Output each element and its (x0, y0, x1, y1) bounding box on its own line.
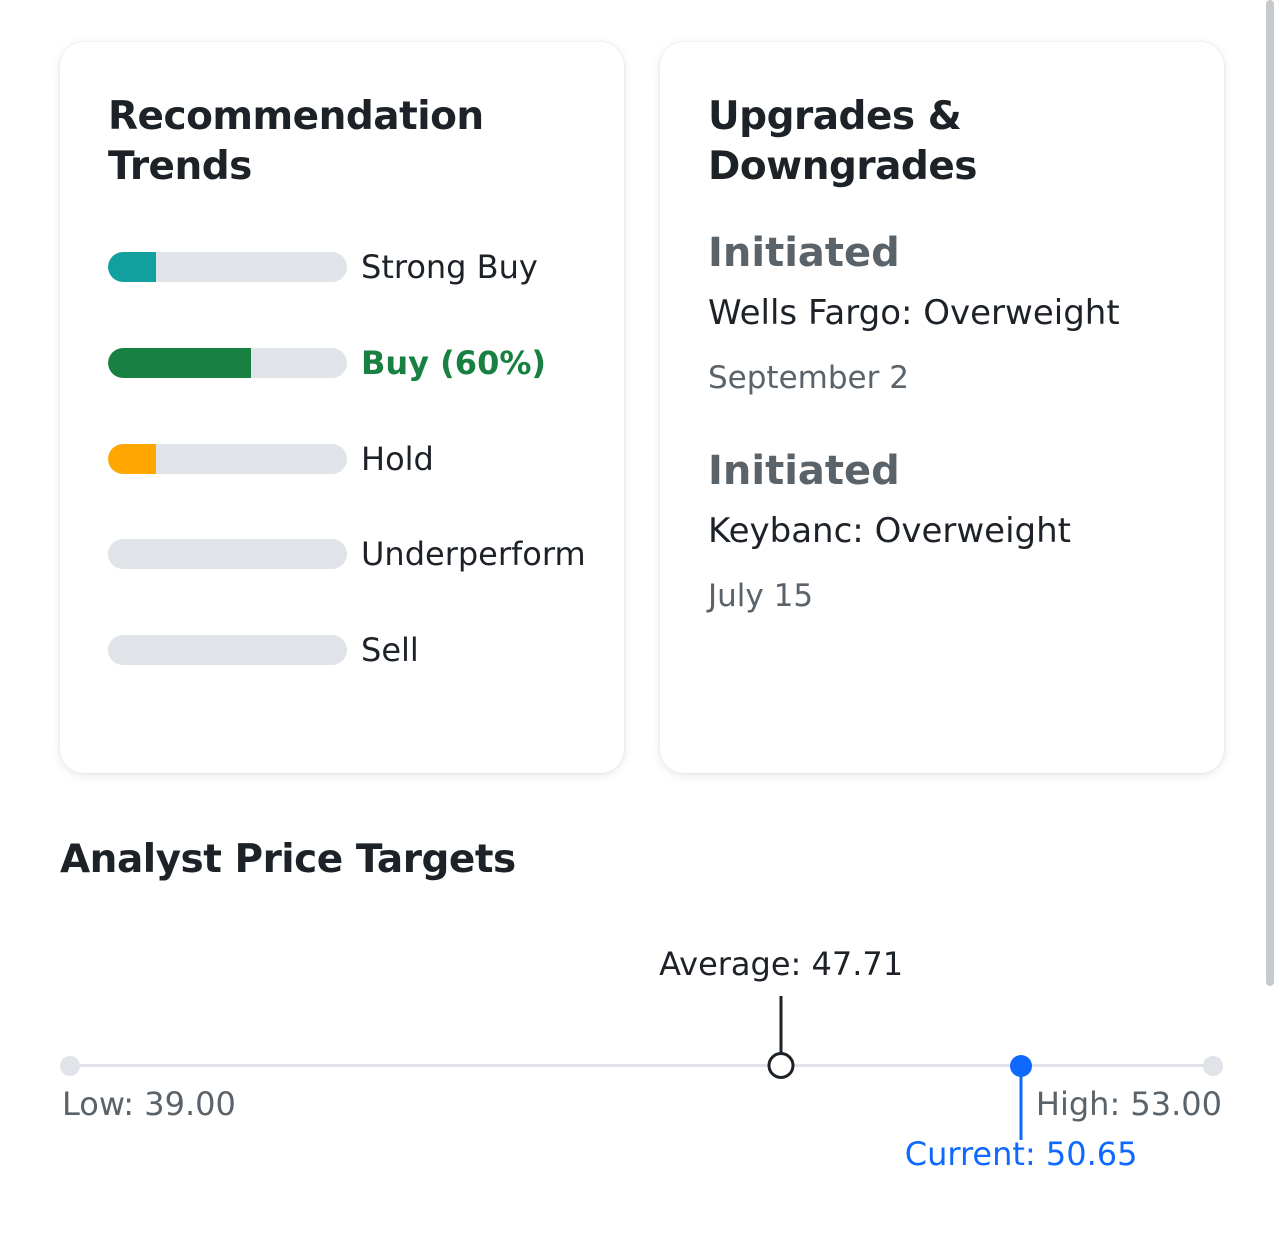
rec-bar-fill (108, 252, 156, 282)
rec-label: Sell (361, 631, 419, 669)
recommendation-trends-title: Recommendation Trends (108, 92, 578, 192)
upgrades-downgrades-title-line1: Upgrades & (708, 94, 962, 139)
low-price-label: Low: 39.00 (62, 1085, 236, 1123)
rec-row-underperform: Underperform (108, 529, 608, 577)
rec-label: Strong Buy (361, 248, 538, 286)
upgrade-firm-rating: Wells Fargo: Overweight (708, 293, 1120, 333)
rec-bar-fill (108, 444, 156, 474)
upgrade-action: Initiated (708, 448, 900, 494)
recommendation-trends-card: Recommendation Trends Strong Buy Buy (60… (60, 42, 624, 773)
rec-bar-track (108, 252, 347, 282)
average-price-label: Average: 47.71 (659, 945, 904, 983)
analyst-price-targets-title: Analyst Price Targets (60, 837, 516, 882)
rec-label: Underperform (361, 535, 586, 573)
upgrades-downgrades-title-line2: Downgrades (708, 144, 978, 189)
high-price-label: High: 53.00 (1035, 1085, 1222, 1123)
rec-bar-track (108, 635, 347, 665)
rec-bar-track (108, 444, 347, 474)
average-price-marker (767, 1052, 795, 1079)
rec-row-hold: Hold (108, 434, 608, 482)
current-price-stem (1019, 1070, 1023, 1140)
rec-bar-track (108, 539, 347, 569)
rec-row-buy: Buy (60%) (108, 338, 608, 386)
recommendation-trends-title-line1: Recommendation (108, 94, 484, 139)
upgrade-date: July 15 (708, 578, 814, 614)
upgrade-date: September 2 (708, 360, 909, 396)
upgrades-downgrades-card: Upgrades & Downgrades Initiated Wells Fa… (660, 42, 1224, 773)
price-range-track (70, 1064, 1212, 1067)
recommendation-trends-title-line2: Trends (108, 144, 252, 189)
rec-label: Hold (361, 440, 434, 478)
current-price-marker (1010, 1055, 1033, 1077)
average-price-stem (779, 996, 783, 1054)
rec-row-strong-buy: Strong Buy (108, 242, 608, 290)
rec-bar-track (108, 348, 347, 378)
upgrade-firm-rating: Keybanc: Overweight (708, 511, 1071, 551)
rec-bar-fill (108, 348, 252, 378)
low-end-dot (60, 1056, 80, 1076)
current-price-label: Current: 50.65 (904, 1135, 1138, 1173)
upgrades-downgrades-title: Upgrades & Downgrades (708, 92, 1178, 192)
upgrade-action: Initiated (708, 230, 900, 276)
analyst-price-targets-chart: Average: 47.71 Current: 50.65 Low: 39.00… (60, 930, 1226, 1190)
high-end-dot (1203, 1056, 1223, 1076)
rec-row-sell: Sell (108, 625, 608, 673)
rec-label: Buy (60%) (361, 344, 547, 382)
page-scrollbar[interactable] (1266, 0, 1274, 986)
